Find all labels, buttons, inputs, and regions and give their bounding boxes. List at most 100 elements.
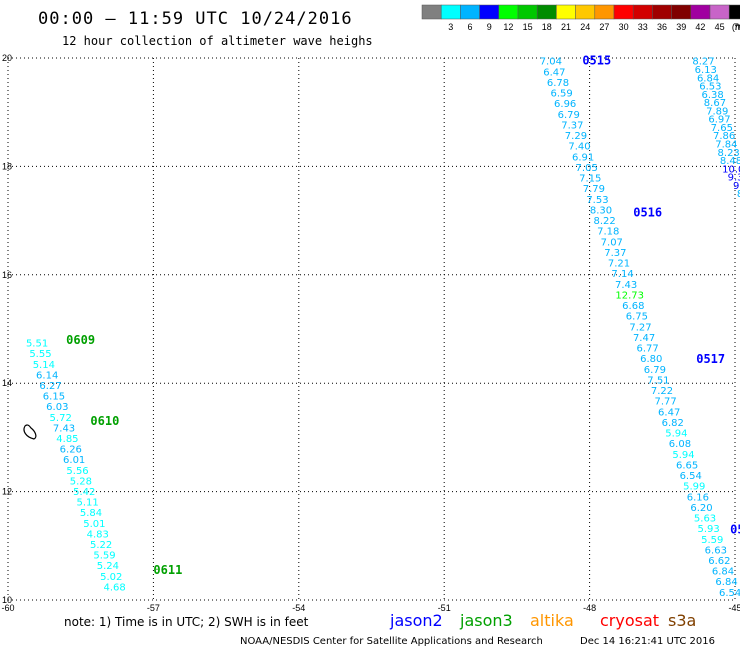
legend-swatch (728, 4, 740, 20)
pass-time-label: 0611 (153, 563, 182, 577)
satellite-legend: jason2 jason3 altika cryosat s3a (389, 611, 696, 630)
legend-swatch (709, 4, 730, 20)
legend-label: 45 (715, 22, 725, 32)
y-tick-label: 10 (2, 595, 12, 605)
wave-height-label: 6.82 (662, 418, 684, 429)
wave-height-label: 6.78 (547, 78, 569, 89)
wave-height-label: 7.43 (615, 280, 637, 291)
wave-height-label: 7.07 (601, 237, 623, 248)
wave-height-label: 5.59 (93, 551, 115, 562)
color-legend: 36912151821242730333639424570(ft) (421, 4, 740, 32)
wave-height-label: 7.77 (654, 397, 676, 408)
wave-height-label: 7.53 (586, 195, 608, 206)
wave-height-label: 6.65 (676, 460, 698, 471)
wave-height-label: 5.01 (83, 519, 105, 530)
wave-height-label: 7.18 (597, 227, 619, 238)
legend-label: 12 (503, 22, 513, 32)
wave-height-label: 8.27 (692, 57, 714, 68)
legend-swatch (690, 4, 711, 20)
wave-height-label: 6.63 (705, 545, 727, 556)
x-tick-label: -51 (438, 603, 451, 613)
legend-swatch (671, 4, 692, 20)
wave-height-label: 9. (733, 181, 740, 192)
wave-height-label: 7.47 (633, 333, 655, 344)
legend-label: 9 (487, 22, 492, 32)
wave-height-label: 6.53 (699, 82, 721, 93)
wave-height-label: 7.37 (604, 248, 626, 259)
wave-height-label: 6.84 (715, 577, 737, 588)
wave-height-label: 4.83 (87, 529, 109, 540)
wave-height-label: 6.91 (572, 152, 594, 163)
x-tick-label: -60 (1, 603, 14, 613)
legend-label: 27 (599, 22, 609, 32)
wave-height-label: 5.24 (97, 561, 119, 572)
x-tick-label: -45 (728, 603, 740, 613)
legend-label: 42 (695, 22, 705, 32)
satellite-name-altika: altika (530, 611, 574, 630)
wave-height-label: 6.75 (626, 312, 648, 323)
wave-height-label: 6.84 (712, 567, 734, 578)
pass-time-label: 0516 (633, 205, 662, 219)
pass-time-label: 0517 (696, 352, 725, 366)
pass-time-label: 05 (730, 523, 740, 537)
wave-height-label: 6.26 (60, 445, 82, 456)
wave-height-label: 6.08 (669, 439, 691, 450)
wave-height-label: 7.79 (583, 184, 605, 195)
wave-height-label: 5.94 (672, 450, 694, 461)
wave-height-label: 7.29 (565, 131, 587, 142)
wave-height-label: 5.59 (701, 535, 723, 546)
legend-swatch (536, 4, 557, 20)
legend-swatch (575, 4, 596, 20)
wave-height-label: 6.77 (637, 344, 659, 355)
wave-height-label: 7.05 (576, 163, 598, 174)
legend-label: 15 (523, 22, 533, 32)
legend-label: 21 (561, 22, 571, 32)
wave-height-label: 5.84 (80, 508, 102, 519)
legend-label: 24 (580, 22, 590, 32)
pass-time-label: 0610 (90, 414, 119, 428)
wave-height-label: 7.86 (713, 131, 735, 142)
y-tick-label: 18 (2, 161, 12, 171)
y-tick-label: 14 (2, 378, 12, 388)
wave-height-label: 7.14 (611, 269, 633, 280)
wave-height-label: 8.67 (704, 98, 726, 109)
legend-label: 3 (448, 22, 453, 32)
wave-height-label: 7.40 (568, 142, 590, 153)
wave-height-label: 7.51 (647, 375, 669, 386)
wave-height-label: 6.79 (558, 110, 580, 121)
wave-height-label: 8.22 (593, 216, 615, 227)
wave-height-label: 8.30 (590, 205, 612, 216)
wave-height-label: 7.04 (540, 57, 562, 68)
wave-height-label: 6.47 (543, 67, 565, 78)
wave-height-label: 6.03 (46, 402, 68, 413)
wave-height-label: 5.99 (683, 482, 705, 493)
wave-height-label: 5.11 (77, 498, 99, 509)
pass-time-label: 0609 (66, 333, 95, 347)
wave-height-label: 12.73 (615, 290, 644, 301)
wave-height-label: 6.20 (690, 503, 712, 514)
legend-unit: (ft) (732, 22, 740, 32)
legend-label: 30 (619, 22, 629, 32)
wave-height-label: 5.14 (33, 360, 55, 371)
wave-height-label: 5.28 (70, 476, 92, 487)
axis-ticks: -60 -57 -54 -51 -48 -45 10 12 14 16 18 20 (1, 53, 740, 613)
wave-height-label: 8.48 (720, 156, 740, 167)
wave-height-label: 5.42 (73, 487, 95, 498)
satellite-name-cryosat: cryosat (600, 611, 659, 630)
wave-height-label: 7.89 (706, 106, 728, 117)
footer-credit: NOAA/NESDIS Center for Satellite Applica… (240, 636, 543, 647)
footer-timestamp: Dec 14 16:21:41 UTC 2016 (580, 636, 715, 647)
wave-height-label: 6.54 (680, 471, 702, 482)
wave-height-label: 7.43 (53, 423, 75, 434)
wave-height-label: 5.22 (90, 540, 112, 551)
wave-height-label: 6.68 (622, 301, 644, 312)
wave-height-label: 6.84 (697, 73, 719, 84)
footer-note: note: 1) Time is in UTC; 2) SWH is in fe… (64, 615, 309, 629)
wave-height-label: 5.93 (698, 524, 720, 535)
wave-height-label: 6.97 (708, 115, 730, 126)
wave-height-label: 8.23 (718, 148, 740, 159)
wave-height-label: 5.02 (100, 572, 122, 583)
y-tick-label: 16 (2, 270, 12, 280)
legend-swatch (479, 4, 500, 20)
wave-height-label: 5.63 (694, 514, 716, 525)
